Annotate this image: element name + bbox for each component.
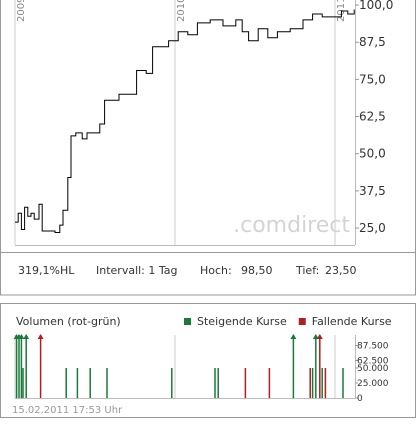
interval: Intervall: 1 Tag [96, 264, 178, 277]
volume-bar [171, 368, 173, 398]
volume-bar [76, 368, 79, 398]
price-line [15, 9, 355, 233]
volume-bar [214, 368, 216, 398]
x-tick-label: 2009 [16, 0, 27, 22]
y-tick-label: 37,5 [359, 184, 386, 198]
overflow-arrow [18, 334, 25, 339]
volume-bars [15, 335, 344, 398]
volume-bar [22, 368, 24, 398]
y-tick-label: 87.500 [357, 342, 389, 352]
high-value: 98,50 [241, 264, 273, 277]
volume-bar [311, 368, 314, 398]
volume-bar [319, 335, 321, 398]
overflow-arrow [290, 334, 297, 339]
volume-bar [244, 368, 247, 398]
y-tick-label: 100,0 [359, 0, 393, 12]
performance: 319,1%HL [18, 264, 75, 277]
volume-bar [342, 368, 344, 398]
watermark: .comdirect [233, 213, 350, 238]
y-tick-label: 0 [357, 394, 363, 404]
x-tick-label: 2010 [176, 0, 187, 22]
legend-swatch [184, 318, 191, 325]
low-value: 23,50 [325, 264, 357, 277]
y-tick-label: 25,0 [359, 221, 386, 235]
volume-bar [39, 335, 42, 398]
volume-bar [292, 335, 295, 398]
high-label: Hoch: [200, 264, 232, 277]
legend-label: Fallende Kurse [312, 315, 392, 328]
volume-bar [20, 335, 23, 398]
y-tick-label: 87,5 [359, 35, 386, 49]
volume-bar [15, 335, 18, 398]
volume-bar [106, 368, 108, 398]
volume-bar [268, 368, 271, 398]
volume-bar [324, 368, 327, 398]
overflow-arrow [23, 334, 30, 339]
volume-bar [309, 368, 311, 398]
volume-bar [25, 335, 27, 398]
volume-bar [315, 335, 317, 398]
y-tick-label: 50.000 [357, 364, 389, 374]
legend-swatch [298, 318, 306, 325]
y-tick-label: 25.000 [357, 379, 389, 389]
y-tick-label: 50,0 [359, 147, 386, 161]
volume-bar [217, 368, 219, 398]
y-tick-label: 62.500 [357, 357, 389, 367]
volume-title: Volumen (rot-grün) [16, 315, 121, 328]
volume-bar [18, 335, 20, 398]
y-tick-label: 62,5 [359, 110, 386, 124]
volume-bar [321, 368, 323, 398]
timestamp: 15.02.2011 17:53 Uhr [12, 405, 123, 416]
overflow-arrow [37, 334, 44, 339]
volume-bar [89, 368, 91, 398]
volume-bar [65, 368, 67, 398]
overflow-arrow [312, 334, 319, 339]
price-frame [0, 0, 416, 296]
low-label: Tief: [295, 264, 319, 277]
volume-frame [0, 303, 416, 418]
overflow-arrow [316, 334, 323, 339]
y-tick-label: 75,0 [359, 72, 386, 86]
legend-label: Steigende Kurse [197, 315, 287, 328]
